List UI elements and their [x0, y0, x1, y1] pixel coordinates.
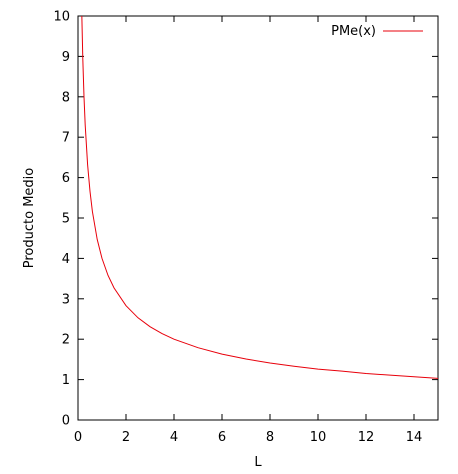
- y-tick-label: 0: [62, 414, 70, 429]
- x-tick-label: 2: [122, 430, 130, 445]
- y-axis-title: Producto Medio: [22, 168, 37, 269]
- x-tick-label: 14: [406, 430, 423, 445]
- legend: PMe(x): [331, 24, 423, 39]
- x-tick-label: 6: [218, 430, 226, 445]
- series-layer: [81, 15, 439, 379]
- x-tick-label: 0: [74, 430, 82, 445]
- x-tick-label: 8: [266, 430, 274, 445]
- legend-label: PMe(x): [331, 24, 376, 39]
- y-tick-label: 8: [62, 90, 70, 105]
- y-tick-label: 6: [62, 171, 70, 186]
- series-line: [81, 15, 439, 379]
- y-tick-label: 9: [62, 50, 70, 65]
- y-tick-label: 1: [62, 373, 70, 388]
- y-tick-label: 3: [62, 292, 70, 307]
- y-tick-label: 5: [62, 212, 70, 227]
- x-axis-title: L: [254, 455, 262, 470]
- y-tick-label: 10: [53, 10, 70, 25]
- x-tick-label: 4: [170, 430, 178, 445]
- y-tick-label: 4: [62, 252, 70, 267]
- y-tick-label: 7: [62, 131, 70, 146]
- plot-frame: [77, 15, 439, 421]
- x-tick-label: 12: [358, 430, 375, 445]
- y-tick-label: 2: [62, 333, 70, 348]
- x-tick-label: 10: [310, 430, 327, 445]
